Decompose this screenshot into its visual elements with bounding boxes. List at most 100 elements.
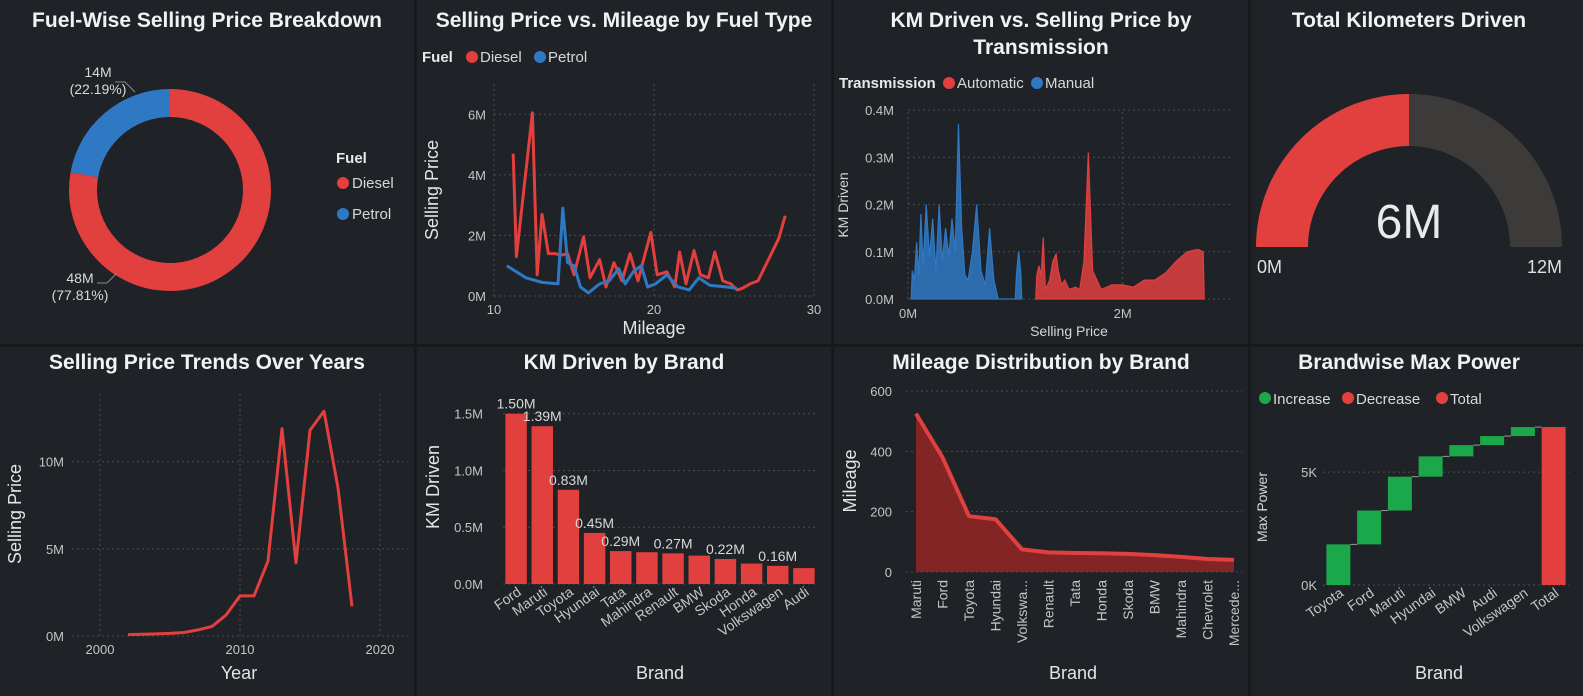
x-tick-label: 30 [807, 302, 821, 317]
data-label: 1.50M [497, 396, 536, 412]
panel-fuel-line[interactable]: Selling Price vs. Mileage by Fuel Type Fu… [417, 0, 831, 344]
legend-marker-automatic [943, 77, 955, 89]
gauge-fill [1256, 94, 1409, 247]
y-tick-label: 1.5M [454, 407, 483, 422]
x-tick-label: BMW [1432, 584, 1470, 617]
legend-label: Total [1450, 391, 1482, 408]
chart-title: KM Driven by Brand [524, 351, 725, 374]
panel-years[interactable]: Selling Price Trends Over Years 2000 2010 2… [0, 347, 414, 696]
y-tick-label: 600 [870, 384, 892, 399]
bar-mahindra [636, 552, 658, 584]
y-tick-label: 2M [468, 228, 486, 243]
series-line [914, 412, 1235, 562]
legend-marker-diesel [466, 51, 478, 63]
x-tick-label: Tata [1067, 580, 1083, 607]
legend-title: Transmission [839, 75, 936, 92]
legend-marker-increase [1259, 392, 1271, 404]
x-tick-label: Total [1528, 584, 1561, 614]
chart-title: KM Driven vs. Selling Price by [890, 9, 1191, 32]
legend-label: Petrol [352, 206, 391, 223]
bar-toyota [557, 489, 580, 584]
legend-marker-diesel [337, 177, 349, 189]
data-label: 0.45M [575, 515, 614, 531]
y-tick-label: 0K [1301, 578, 1317, 593]
y-tick-label: 0.0M [865, 292, 894, 307]
chart-title: Selling Price vs. Mileage by Fuel Type [436, 9, 813, 32]
x-tick-label: 2000 [86, 642, 115, 657]
y-tick-label: 0M [468, 289, 486, 304]
panel-km-brand[interactable]: KM Driven by Brand 0.0M 0.5M 1.0M 1.5M 1.50M F… [417, 347, 831, 696]
legend-label: Decrease [1356, 391, 1420, 408]
y-tick-label: 0.5M [454, 520, 483, 535]
chart-title: Total Kilometers Driven [1292, 9, 1526, 32]
y-tick-label: 1.0M [454, 463, 483, 478]
data-label: 0.16M [758, 548, 797, 564]
y-axis-title: Selling Price [5, 464, 25, 564]
legend-marker-total [1436, 392, 1448, 404]
series-area [916, 413, 1234, 572]
legend-label: Manual [1045, 75, 1094, 92]
y-tick-label: 0.1M [865, 245, 894, 260]
y-tick-label: 200 [870, 505, 892, 520]
y-tick-label: 6M [468, 107, 486, 122]
x-tick-label: BMW [1147, 579, 1163, 614]
chart-title: Brandwise Max Power [1298, 351, 1520, 374]
bar-hyundai [583, 532, 606, 584]
bar-renault [662, 553, 684, 584]
x-tick-label: 2020 [366, 642, 395, 657]
slice-pct-label: (77.81%) [52, 287, 109, 303]
x-tick-label: Chevrolet [1200, 580, 1216, 640]
x-tick-label: 10 [487, 302, 501, 317]
chart-title: Fuel-Wise Selling Price Breakdown [32, 9, 382, 32]
y-axis-title: Max Power [1254, 472, 1270, 542]
gauge-max-label: 12M [1527, 257, 1562, 277]
y-axis-title: KM Driven [835, 172, 851, 237]
gauge-min-label: 0M [1257, 257, 1282, 277]
x-tick-label: Mahindra [1173, 580, 1189, 639]
legend-marker-decrease [1342, 392, 1354, 404]
x-tick-label: 20 [647, 302, 661, 317]
data-label: 0.83M [549, 472, 588, 488]
leader-line-petrol [115, 81, 136, 93]
legend-label: Petrol [548, 49, 587, 66]
x-axis-title: Brand [1415, 663, 1463, 683]
series-area-automatic [1035, 152, 1205, 300]
y-axis-title: Mileage [840, 449, 860, 512]
y-tick-label: 10M [39, 455, 64, 470]
panel-mileage-brand[interactable]: Mileage Distribution by Brand 0 200 400 600 M… [834, 347, 1248, 696]
legend-label: Diesel [480, 49, 522, 66]
y-tick-label: 0.3M [865, 150, 894, 165]
legend-title: Fuel [336, 150, 367, 167]
bar-ford [505, 413, 527, 584]
x-tick-label: 0M [899, 306, 917, 321]
y-axis-title: Selling Price [422, 140, 442, 240]
x-tick-label: 2M [1114, 306, 1132, 321]
legend-marker-petrol [337, 208, 349, 220]
slice-value-label: 14M [84, 64, 111, 80]
slice-value-label: 48M [66, 270, 93, 286]
panel-donut[interactable]: Fuel-Wise Selling Price Breakdown 14M (22.… [0, 0, 414, 344]
x-tick-label: Hyundai [988, 580, 1004, 631]
x-tick-label: Mercede... [1226, 580, 1242, 646]
series-area-manual [910, 124, 1023, 300]
bar-bmw [1449, 445, 1474, 457]
bar-honda [740, 563, 763, 584]
x-tick-label: 2010 [226, 642, 255, 657]
y-tick-label: 0M [46, 629, 64, 644]
legend-label: Increase [1273, 391, 1331, 408]
data-label: 0.22M [706, 541, 745, 557]
x-tick-label: Ford [935, 580, 951, 609]
x-axis-title: Year [221, 663, 257, 683]
y-tick-label: 0.4M [865, 103, 894, 118]
gauge-value: 6M [1376, 196, 1443, 249]
panel-gauge[interactable]: Total Kilometers Driven 6M 0M 12M [1251, 0, 1583, 344]
series-line-diesel [511, 111, 787, 292]
x-axis-title: Selling Price [1030, 323, 1108, 339]
legend-marker-petrol [534, 51, 546, 63]
panel-km-transmission[interactable]: KM Driven vs. Selling Price by Transmissi… [834, 0, 1248, 344]
y-tick-label: 5M [46, 542, 64, 557]
panel-power[interactable]: Brandwise Max Power Increase Decrease Total… [1251, 347, 1583, 696]
y-tick-label: 5K [1301, 465, 1317, 480]
x-axis-title: Mileage [622, 318, 685, 338]
legend-title: Fuel [422, 49, 453, 66]
